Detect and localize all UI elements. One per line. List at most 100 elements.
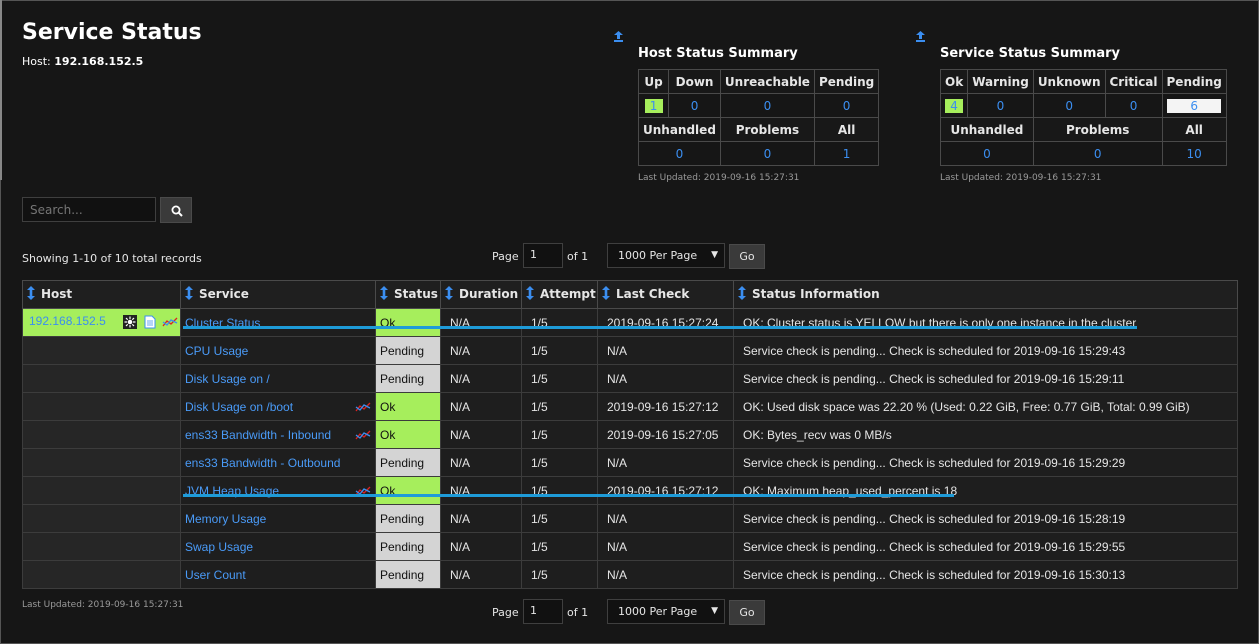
table-row: JVM Heap Usage Ok N/A 1/5 2019-09-16 15:… [22, 476, 1238, 505]
column-header-host[interactable]: Host [22, 280, 181, 309]
service-cell: JVM Heap Usage [180, 476, 376, 505]
service-ok-count[interactable]: 4 [939, 93, 969, 118]
column-header-status-information[interactable]: Status Information [733, 280, 1238, 309]
column-header-duration[interactable]: Duration [440, 280, 522, 309]
host-cell [22, 560, 181, 589]
service-summary-header: Critical [1104, 69, 1163, 94]
service-pending-count[interactable]: 6 [1161, 93, 1227, 118]
service-summary-header: Unknown [1032, 69, 1106, 94]
host-problems-count[interactable]: 0 [719, 141, 815, 166]
service-summary-header: Ok [939, 69, 969, 94]
host-summary-table: Up Down Unreachable Pending 1 0 0 0 Unha… [637, 69, 880, 166]
page-number-input[interactable]: 1 [523, 599, 563, 624]
notes-icon[interactable] [144, 315, 156, 332]
service-link[interactable]: Memory Usage [185, 511, 267, 526]
service-cell: Memory Usage [180, 504, 376, 533]
service-summary-header: Pending [1161, 69, 1227, 94]
host-summary-header: Down [668, 69, 721, 94]
status-badge: Ok [375, 392, 441, 421]
last-check-cell: N/A [597, 532, 734, 561]
search-input[interactable] [22, 197, 156, 222]
table-row: Disk Usage on /boot Ok N/A 1/5 2019-09-1… [22, 392, 1238, 421]
service-unknown-count[interactable]: 0 [1032, 93, 1106, 118]
column-header-attempt[interactable]: Attempt [521, 280, 598, 309]
host-value: 192.168.152.5 [54, 55, 144, 68]
service-link[interactable]: ens33 Bandwidth - Outbound [185, 455, 341, 470]
service-unhandled-count[interactable]: 0 [940, 141, 1034, 166]
host-up-count[interactable]: 1 [637, 93, 670, 118]
attempt-cell: 1/5 [521, 392, 598, 421]
host-cell[interactable]: 192.168.152.5 [22, 308, 181, 337]
graph-icon[interactable] [355, 401, 371, 416]
service-critical-count[interactable]: 0 [1104, 93, 1163, 118]
column-header-last-check[interactable]: Last Check [597, 280, 734, 309]
sort-icon [27, 286, 37, 303]
per-page-select[interactable]: 1000 Per Page ▼ [607, 243, 725, 268]
go-button[interactable]: Go [729, 244, 765, 269]
service-problems-count[interactable]: 0 [1032, 141, 1163, 166]
caret-down-icon: ▼ [711, 250, 718, 260]
page-number-input[interactable]: 1 [523, 243, 563, 268]
duration-cell: N/A [440, 560, 522, 589]
host-down-count[interactable]: 0 [668, 93, 721, 118]
caret-down-icon: ▼ [711, 606, 718, 616]
status-badge: Pending [375, 532, 441, 561]
frame-edge [0, 0, 2, 180]
page-of-label: of 1 [567, 606, 589, 619]
service-detail-icon[interactable] [123, 314, 138, 332]
service-summary-header: Problems [1032, 117, 1163, 142]
host-unhandled-count[interactable]: 0 [638, 141, 721, 166]
status-badge: Pending [375, 336, 441, 365]
host-pending-count[interactable]: 0 [813, 93, 880, 118]
service-all-count[interactable]: 10 [1161, 141, 1227, 166]
attempt-cell: 1/5 [521, 560, 598, 589]
host-line: Host: 192.168.152.5 [22, 55, 143, 68]
table-row: Swap Usage Pending N/A 1/5 N/A Service c… [22, 532, 1238, 561]
host-cell [22, 420, 181, 449]
service-link[interactable]: User Count [185, 567, 246, 582]
sort-icon [185, 286, 195, 303]
service-link[interactable]: ens33 Bandwidth - Inbound [185, 427, 332, 442]
table-row: CPU Usage Pending N/A 1/5 N/A Service ch… [22, 336, 1238, 365]
duration-cell: N/A [440, 392, 522, 421]
host-unreachable-count[interactable]: 0 [719, 93, 815, 118]
host-summary-header: Pending [813, 69, 880, 94]
service-link[interactable]: Disk Usage on / [185, 371, 270, 386]
service-warning-count[interactable]: 0 [967, 93, 1034, 118]
status-info-cell: Service check is pending... Check is sch… [733, 504, 1238, 533]
service-summary-last-updated: Last Updated: 2019-09-16 15:27:31 [940, 173, 1102, 183]
pin-icon[interactable] [613, 31, 624, 43]
table-row: 192.168.152.5 Cluster Status Ok N/A 1/5 … [22, 308, 1238, 337]
attempt-cell: 1/5 [521, 448, 598, 477]
per-page-select[interactable]: 1000 Per Page ▼ [607, 599, 725, 624]
host-all-count[interactable]: 1 [813, 141, 880, 166]
column-header-status[interactable]: Status [375, 280, 441, 309]
host-summary-header: Up [637, 69, 670, 94]
host-cell [22, 364, 181, 393]
pin-icon[interactable] [915, 31, 926, 43]
page-title: Service Status [22, 20, 202, 45]
sort-icon [380, 286, 390, 303]
column-header-service[interactable]: Service [180, 280, 376, 309]
host-cell [22, 476, 181, 505]
graph-icon[interactable] [355, 485, 371, 500]
sort-icon [738, 286, 748, 303]
service-link[interactable]: Swap Usage [185, 539, 254, 554]
host-cell [22, 392, 181, 421]
sort-icon [602, 286, 612, 303]
service-link[interactable]: CPU Usage [185, 343, 249, 358]
graph-icon[interactable] [162, 316, 178, 331]
duration-cell: N/A [440, 504, 522, 533]
graph-icon[interactable] [355, 429, 371, 444]
attempt-cell: 1/5 [521, 504, 598, 533]
host-cell [22, 448, 181, 477]
service-summary-title: Service Status Summary [940, 46, 1121, 61]
search-button[interactable] [160, 197, 192, 223]
host-cell [22, 336, 181, 365]
last-check-cell: N/A [597, 504, 734, 533]
service-cell: Disk Usage on /boot [180, 392, 376, 421]
go-button[interactable]: Go [729, 600, 765, 625]
host-link[interactable]: 192.168.152.5 [29, 313, 106, 328]
pager-bottom: Page 1 of 1 1000 Per Page ▼ Go [492, 599, 768, 626]
service-link[interactable]: Disk Usage on /boot [185, 399, 294, 414]
